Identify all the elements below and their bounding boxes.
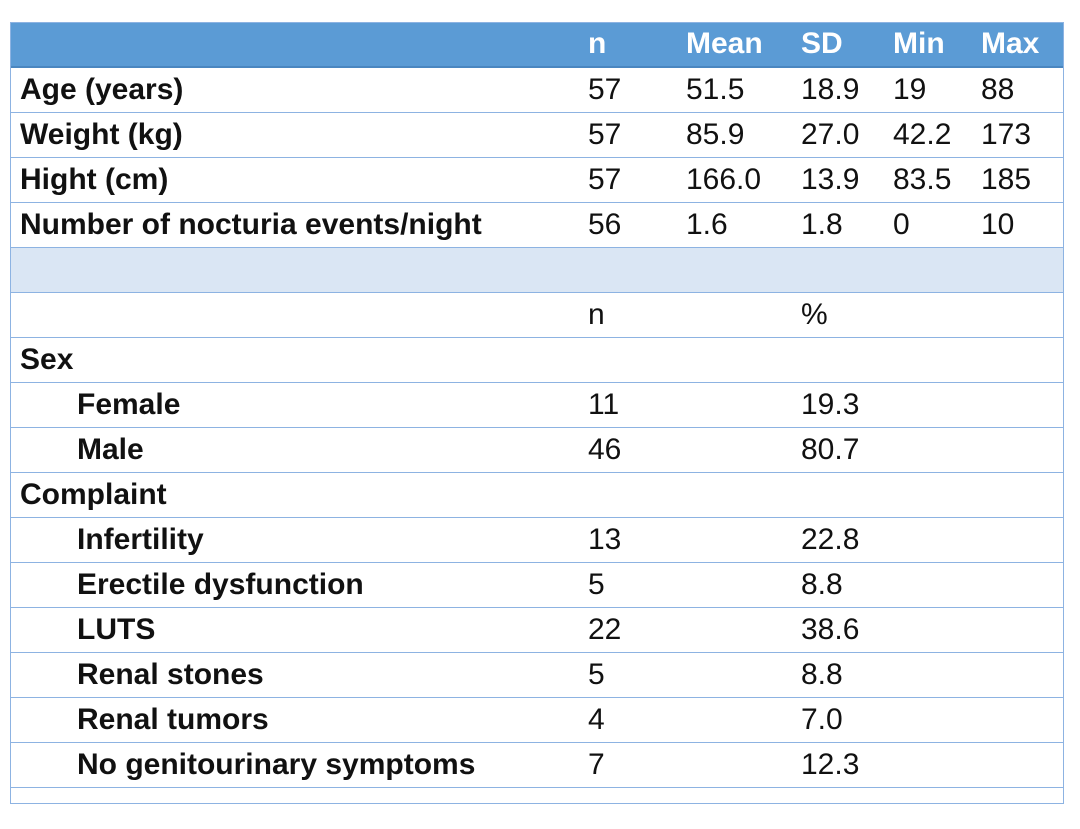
cell-pct: 7.0 [801, 697, 893, 743]
cell-sd: 13.9 [801, 157, 893, 203]
categorical-subheader-row: n % [10, 292, 1064, 338]
table-row: Male 46 80.7 [10, 427, 1064, 473]
cell-max: 185 [981, 157, 1064, 203]
section-title-row: Sex [10, 337, 1064, 383]
table-row: Renal tumors 4 7.0 [10, 697, 1064, 743]
cell-mean: 85.9 [686, 112, 801, 158]
cell-n: 11 [588, 382, 686, 428]
cell-n: 13 [588, 517, 686, 563]
row-label: LUTS [10, 607, 588, 653]
cell-n: 4 [588, 697, 686, 743]
table-row: Number of nocturia events/night 56 1.6 1… [10, 202, 1064, 248]
cell-n: 46 [588, 427, 686, 473]
section-title-row: Complaint [10, 472, 1064, 518]
cell-min: 83.5 [893, 157, 981, 203]
cell-n: 5 [588, 562, 686, 608]
cell-mean: 51.5 [686, 67, 801, 113]
row-label: Age (years) [10, 67, 588, 113]
section-title-sex: Sex [10, 337, 588, 383]
subheader-pct: % [801, 292, 893, 338]
row-label: Renal tumors [10, 697, 588, 743]
cell-n: 5 [588, 652, 686, 698]
cell-sd: 27.0 [801, 112, 893, 158]
table-row: LUTS 22 38.6 [10, 607, 1064, 653]
table-row: Female 11 19.3 [10, 382, 1064, 428]
cell-pct: 22.8 [801, 517, 893, 563]
table-row: Hight (cm) 57 166.0 13.9 83.5 185 [10, 157, 1064, 203]
cell-mean: 166.0 [686, 157, 801, 203]
row-label: Male [10, 427, 588, 473]
header-cell-label [10, 22, 588, 68]
cell-n: 57 [588, 67, 686, 113]
descriptive-statistics-table: n Mean SD Min Max Age (years) 57 51.5 18… [10, 22, 1064, 788]
cell-max: 10 [981, 202, 1064, 248]
table-row: Age (years) 57 51.5 18.9 19 88 [10, 67, 1064, 113]
table-row: Weight (kg) 57 85.9 27.0 42.2 173 [10, 112, 1064, 158]
table-row: No genitourinary symptoms 7 12.3 [10, 742, 1064, 788]
cell-n: 7 [588, 742, 686, 788]
table-row: Renal stones 5 8.8 [10, 652, 1064, 698]
row-label: Erectile dysfunction [10, 562, 588, 608]
cell-n: 57 [588, 157, 686, 203]
cell-n: 57 [588, 112, 686, 158]
cell-pct: 38.6 [801, 607, 893, 653]
row-label: Renal stones [10, 652, 588, 698]
cell-min: 42.2 [893, 112, 981, 158]
header-cell-max: Max [981, 22, 1064, 68]
cell-n: 56 [588, 202, 686, 248]
blank-separator-row [10, 247, 1064, 293]
section-title-complaint: Complaint [10, 472, 588, 518]
header-cell-min: Min [893, 22, 981, 68]
row-label: No genitourinary symptoms [10, 742, 588, 788]
cell-sd: 1.8 [801, 202, 893, 248]
cell-n: 22 [588, 607, 686, 653]
cell-min: 19 [893, 67, 981, 113]
cell-min: 0 [893, 202, 981, 248]
cell-pct: 8.8 [801, 562, 893, 608]
row-label: Female [10, 382, 588, 428]
table-header-row: n Mean SD Min Max [10, 22, 1064, 68]
cell-pct: 80.7 [801, 427, 893, 473]
header-cell-n: n [588, 22, 686, 68]
cell-mean: 1.6 [686, 202, 801, 248]
cell-pct: 19.3 [801, 382, 893, 428]
cell-pct: 12.3 [801, 742, 893, 788]
header-cell-mean: Mean [686, 22, 801, 68]
subheader-n: n [588, 292, 686, 338]
row-label: Number of nocturia events/night [10, 202, 588, 248]
cell-pct: 8.8 [801, 652, 893, 698]
row-label: Hight (cm) [10, 157, 588, 203]
cell-max: 88 [981, 67, 1064, 113]
cell-max: 173 [981, 112, 1064, 158]
row-label: Infertility [10, 517, 588, 563]
row-label: Weight (kg) [10, 112, 588, 158]
table-row: Erectile dysfunction 5 8.8 [10, 562, 1064, 608]
header-cell-sd: SD [801, 22, 893, 68]
cell-sd: 18.9 [801, 67, 893, 113]
table-row: Infertility 13 22.8 [10, 517, 1064, 563]
